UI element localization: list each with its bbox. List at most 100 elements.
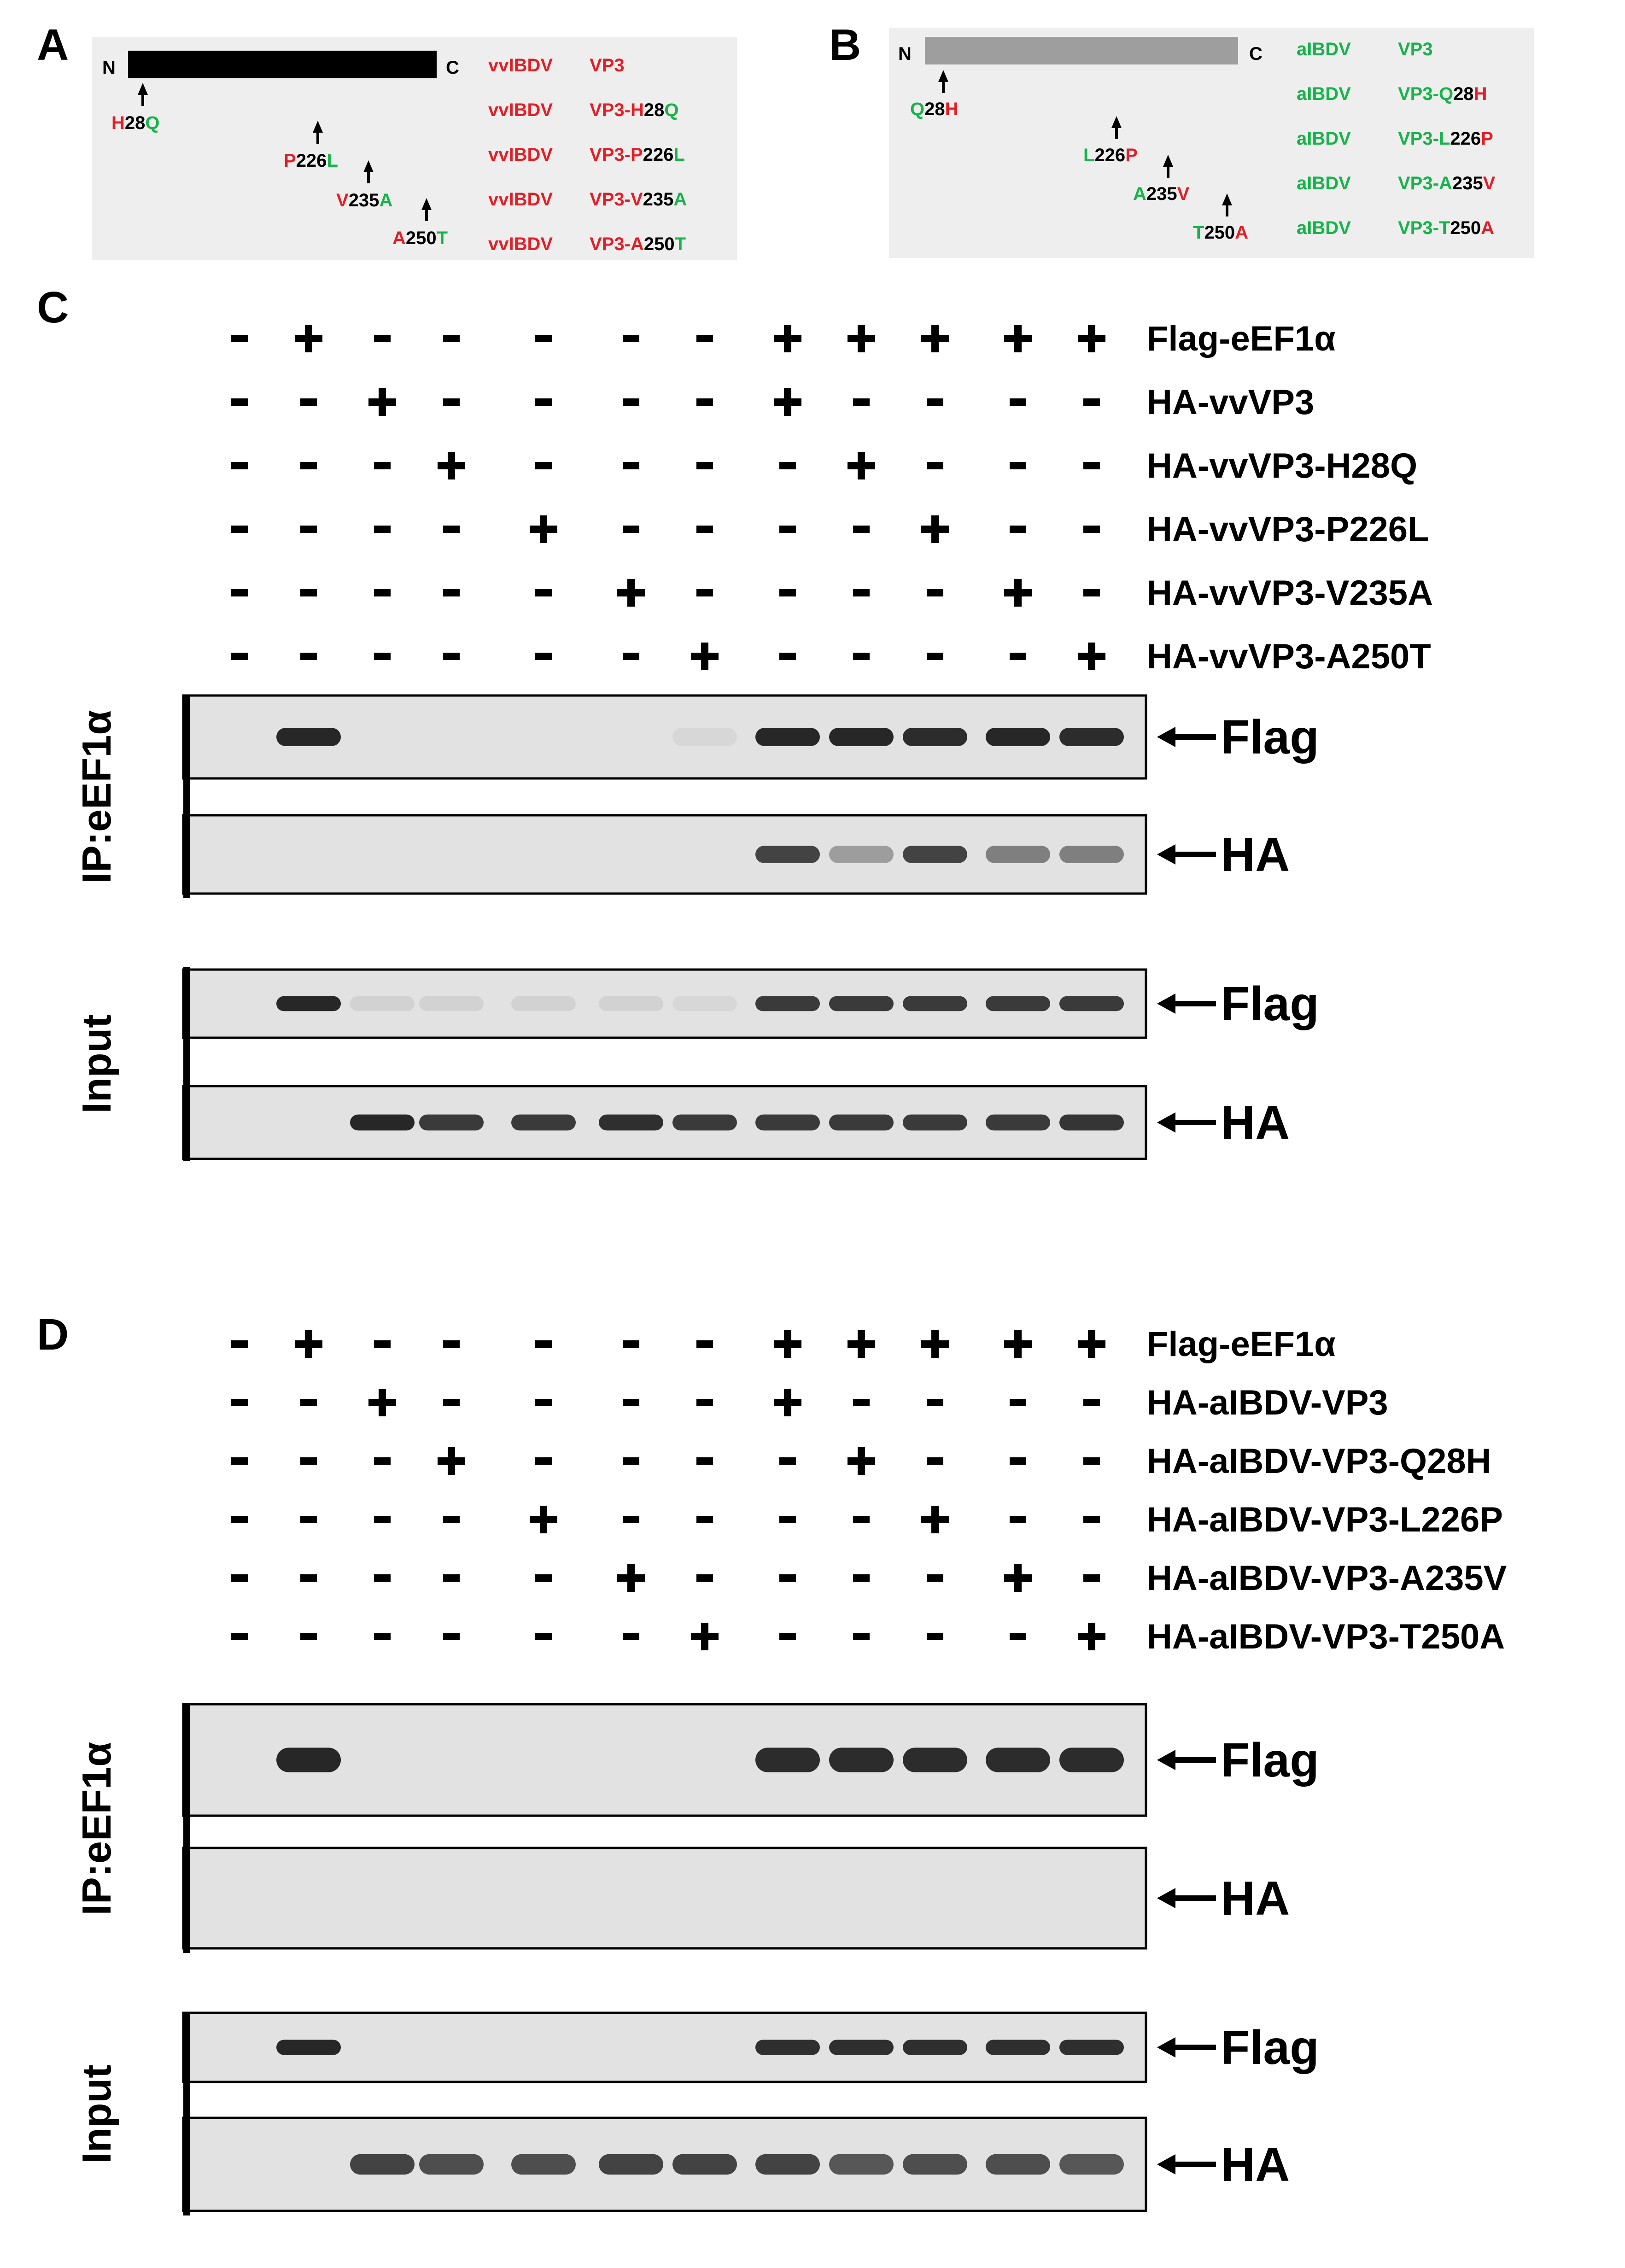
panel-d: D Flag-eEF1α HA-aIBDV-VP3 HA-aIBDV-VP3-Q28… xyxy=(37,1310,1507,2215)
minus-sign xyxy=(1010,398,1026,406)
plus-sign xyxy=(530,515,557,543)
blot-membrane xyxy=(182,1703,1147,1817)
minus-sign xyxy=(623,1516,639,1523)
panel-c-letter: C xyxy=(37,283,69,332)
plus-sign xyxy=(438,452,465,479)
construct-position: 28 xyxy=(644,100,665,120)
blot-band xyxy=(599,2154,663,2175)
panel_a-construct-name-2: VP3-P226L xyxy=(590,145,685,165)
mutation-from-residue: A xyxy=(392,228,406,248)
minus-sign xyxy=(374,1516,391,1523)
panel_a-construct-name-3: VP3-V235A xyxy=(590,189,687,210)
panel_c-row-label-3: HA-vvVP3-P226L xyxy=(1147,510,1429,549)
minus-sign xyxy=(1010,653,1026,660)
minus-sign xyxy=(779,1574,796,1582)
blot-arrow-icon xyxy=(1157,1888,1216,1908)
blot-band xyxy=(672,728,737,746)
panel-c-input-bracket xyxy=(183,967,190,1161)
blot-arrow-icon xyxy=(1157,994,1216,1014)
panel_a-construct-name-0: VP3 xyxy=(590,55,625,76)
panel_b-construct-strain-3: aIBDV xyxy=(1297,173,1351,193)
minus-sign xyxy=(231,1633,248,1640)
plus-sign xyxy=(1004,1330,1032,1358)
blot-band xyxy=(903,846,967,863)
minus-sign xyxy=(231,653,248,660)
blot-band xyxy=(599,996,663,1011)
minus-sign xyxy=(443,335,460,342)
minus-sign xyxy=(623,462,639,469)
minus-sign xyxy=(779,1457,796,1465)
panel_c-row-label-0: Flag-eEF1α xyxy=(1147,319,1336,358)
panel_c-blot-0: Flag xyxy=(182,694,1319,780)
minus-sign xyxy=(374,526,391,533)
panel_a-construct-strain-4: vvIBDV xyxy=(488,234,553,254)
mutation-from-residue: Q xyxy=(910,99,924,119)
blot-band xyxy=(986,728,1050,746)
panel-d-ip-label: IP:eEF1α xyxy=(74,1742,119,1916)
panel-d-input-label: Input xyxy=(74,2064,119,2163)
blot-band xyxy=(511,1114,576,1131)
plus-sign xyxy=(691,643,719,670)
blot-band xyxy=(755,996,820,1011)
mutation-position: 250 xyxy=(406,228,437,248)
construct-to-residue: T xyxy=(675,234,686,254)
construct-prefix: VP3- xyxy=(590,234,631,254)
construct-from-residue: Q xyxy=(1439,84,1453,104)
minus-sign xyxy=(231,335,248,342)
minus-sign xyxy=(300,589,317,596)
panel_a-construct-name-1: VP3-H28Q xyxy=(590,100,678,120)
panel_a-construct-strain-2: vvIBDV xyxy=(488,145,553,165)
minus-sign xyxy=(300,398,317,406)
minus-sign xyxy=(696,526,713,533)
panel_a-mutation-arrow-2 xyxy=(363,160,374,183)
panel_b-construct-strain-0: aIBDV xyxy=(1297,39,1351,59)
minus-sign xyxy=(231,398,248,406)
panel_c-row-label-4: HA-vvVP3-V235A xyxy=(1147,573,1433,613)
blot-band xyxy=(350,1114,415,1131)
construct-prefix: VP3- xyxy=(1398,218,1439,238)
minus-sign xyxy=(300,1399,317,1406)
panel_c-blot-3: HA xyxy=(182,1085,1290,1160)
panel_d-blot-1: HA xyxy=(182,1847,1290,1950)
panel-a-protein-bar xyxy=(128,51,437,78)
panel_a-construct-strain-0: vvIBDV xyxy=(488,55,553,76)
blot-band xyxy=(276,2040,341,2055)
mutation-position: 250 xyxy=(1204,222,1235,243)
panel-c-blots: Flag HA Flag HA xyxy=(182,694,1319,1160)
blot-band xyxy=(986,996,1050,1011)
plus-sign xyxy=(1004,1564,1032,1592)
mutation-to-residue: A xyxy=(1235,222,1248,243)
mutation-to-residue: Q xyxy=(145,113,159,133)
panel_b-mutation-arrow-1 xyxy=(1111,116,1122,139)
construct-position: 28 xyxy=(1453,84,1474,104)
plus-sign xyxy=(921,325,949,352)
blot-band xyxy=(419,996,484,1011)
construct-position: 235 xyxy=(643,189,674,210)
panel-d-blots: Flag HA Flag HA xyxy=(182,1703,1319,2212)
minus-sign xyxy=(300,1516,317,1523)
construct-position: 250 xyxy=(644,234,675,254)
blot-membrane xyxy=(182,2116,1147,2212)
construct-from-residue: L xyxy=(1439,129,1450,149)
panel_b-construct-name-2: VP3-L226P xyxy=(1398,129,1493,149)
construct-to-residue: V xyxy=(1483,173,1496,193)
blot-band xyxy=(1059,2040,1124,2055)
minus-sign xyxy=(853,653,870,660)
panel_b-mutation-label-2: A235V xyxy=(1133,184,1190,204)
panel_a-mutation-arrow-3 xyxy=(421,198,432,221)
blot-membrane xyxy=(182,1847,1147,1950)
minus-sign xyxy=(927,1399,943,1406)
minus-sign xyxy=(1083,1457,1100,1465)
minus-sign xyxy=(443,653,460,660)
construct-prefix: VP3- xyxy=(590,189,631,210)
mutation-from-residue: H xyxy=(111,113,125,133)
blot-band xyxy=(672,996,737,1011)
plus-sign xyxy=(848,452,875,479)
panel_b-mutation-label-3: T250A xyxy=(1193,222,1248,243)
minus-sign xyxy=(443,1633,460,1640)
panel_a-construct-strain-1: vvIBDV xyxy=(488,100,553,120)
minus-sign xyxy=(927,653,943,660)
mutation-to-residue: H xyxy=(945,99,959,119)
minus-sign xyxy=(300,1574,317,1582)
minus-sign xyxy=(535,1457,552,1465)
